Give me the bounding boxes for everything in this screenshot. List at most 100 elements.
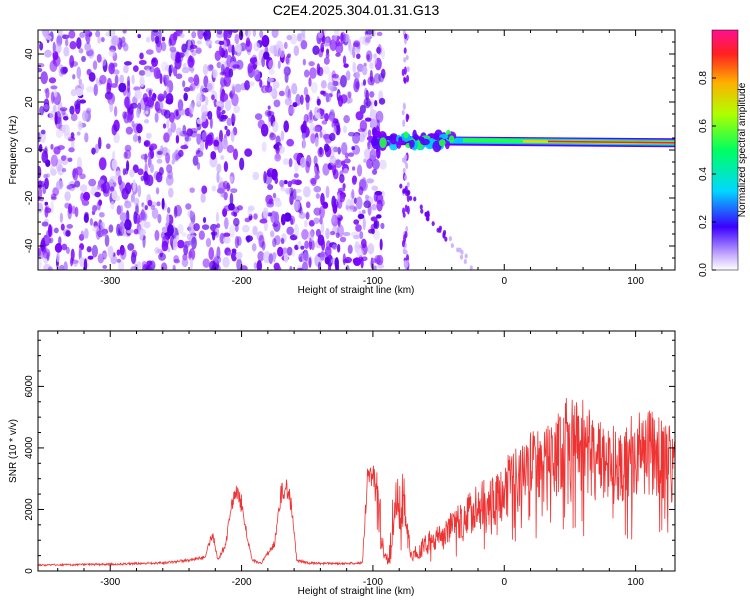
noise-blob: [106, 77, 113, 91]
noise-blob: [292, 102, 298, 108]
noise-blob: [343, 115, 350, 124]
noise-blob: [68, 203, 73, 214]
noise-blob: [224, 125, 228, 130]
streak-blob: [420, 208, 424, 214]
streak-blob: [401, 68, 405, 77]
noise-blob: [220, 92, 229, 102]
noise-blob: [60, 66, 68, 75]
noise-blob: [263, 51, 270, 60]
noise-blob: [154, 112, 159, 123]
noise-blob: [308, 77, 312, 87]
noise-blob: [216, 30, 223, 35]
noise-blob: [319, 205, 325, 219]
noise-blob: [317, 32, 324, 39]
noise-blob: [363, 97, 371, 109]
noise-blob: [380, 222, 385, 230]
snr-xtick-label: -300: [100, 577, 120, 588]
noise-blob: [38, 187, 43, 200]
noise-blob: [216, 61, 222, 69]
noise-blob: [61, 243, 68, 251]
noise-blob: [373, 53, 378, 65]
noise-blob: [223, 74, 232, 87]
snr-series-line: [38, 397, 675, 567]
spectrogram-ytick-label: -40: [24, 238, 35, 253]
noise-blob: [40, 129, 46, 135]
noise-blob: [88, 178, 97, 187]
noise-blob: [273, 262, 280, 270]
noise-blob: [213, 139, 220, 147]
noise-blob: [315, 193, 320, 199]
noise-blob: [114, 74, 119, 85]
noise-blob: [144, 153, 148, 164]
colorbar-tick-label: 0.8: [698, 71, 709, 85]
noise-blob: [212, 69, 218, 79]
noise-blob: [186, 233, 192, 240]
noise-blob: [211, 185, 217, 192]
noise-blob: [52, 41, 56, 54]
noise-blob: [118, 82, 127, 93]
noise-blob: [53, 146, 61, 155]
noise-blob: [231, 93, 239, 107]
noise-blob: [63, 46, 70, 57]
carrier-core: [547, 140, 675, 144]
noise-blob: [302, 120, 307, 133]
streak-blob: [399, 183, 403, 189]
noise-blob: [337, 95, 344, 107]
figure-title: C2E4.2025.304.01.31.G13: [273, 2, 440, 18]
noise-blob: [355, 224, 362, 232]
noise-blob: [340, 32, 344, 42]
noise-blob: [116, 205, 122, 215]
noise-blob: [309, 122, 316, 135]
noise-blob: [365, 89, 369, 102]
noise-blob: [202, 258, 210, 268]
noise-blob: [156, 201, 161, 207]
noise-blob: [164, 74, 170, 84]
noise-blob: [196, 92, 203, 106]
noise-blob: [58, 236, 62, 246]
noise-blob: [231, 83, 236, 92]
noise-blob: [335, 42, 344, 54]
streak-blob: [407, 190, 411, 196]
noise-blob: [216, 171, 220, 183]
noise-blob: [347, 91, 352, 99]
noise-blob: [68, 147, 75, 153]
streak-blob: [459, 254, 464, 260]
colorbar-tick-label: 0.6: [698, 119, 709, 133]
noise-blob: [231, 30, 239, 33]
snr-plot-area: [38, 397, 675, 567]
noise-blob: [264, 84, 273, 93]
noise-blob: [335, 232, 340, 239]
noise-blob: [380, 47, 385, 60]
noise-blob: [154, 35, 160, 45]
noise-blob: [283, 41, 288, 50]
noise-blob: [365, 30, 374, 35]
spectrogram-ytick-label: -20: [24, 190, 35, 205]
noise-blob: [286, 138, 295, 147]
noise-blob: [309, 109, 313, 121]
noise-blob: [52, 51, 59, 61]
noise-blob: [301, 30, 306, 38]
noise-blob: [41, 30, 50, 38]
noise-blob: [302, 58, 306, 66]
noise-blob: [288, 106, 296, 115]
noise-blob: [59, 107, 68, 112]
noise-blob: [321, 239, 326, 251]
noise-blob: [125, 160, 130, 172]
noise-blob: [207, 64, 214, 72]
noise-blob: [278, 90, 285, 97]
noise-blob: [343, 167, 349, 175]
noise-blob: [290, 215, 295, 225]
noise-blob: [222, 256, 230, 268]
noise-blob: [102, 59, 108, 73]
noise-blob: [116, 258, 122, 263]
noise-blob: [146, 95, 155, 108]
noise-blob: [201, 185, 208, 194]
noise-blob: [161, 197, 165, 210]
noise-blob: [175, 134, 180, 144]
streak-blob: [426, 212, 430, 218]
noise-blob: [44, 49, 52, 58]
noise-blob: [134, 92, 138, 98]
carrier-blob: [438, 139, 446, 147]
noise-blob: [142, 235, 146, 248]
noise-blob: [59, 212, 63, 223]
